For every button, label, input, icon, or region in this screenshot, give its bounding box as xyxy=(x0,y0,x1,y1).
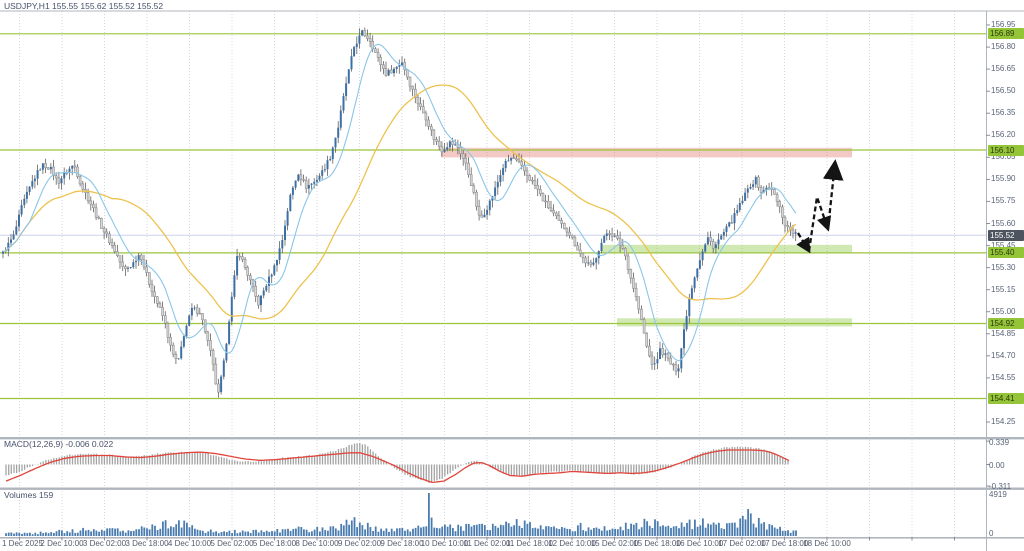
candles-layer xyxy=(2,27,797,398)
macd-histogram xyxy=(5,443,789,483)
forecast-arrow[interactable] xyxy=(796,159,844,254)
ma-slow-line[interactable] xyxy=(2,84,797,320)
pane-frame xyxy=(0,10,1024,551)
ma-fast-line[interactable] xyxy=(2,43,797,362)
level-lines-layer xyxy=(0,33,986,400)
volume-pane-splitter[interactable] xyxy=(0,487,1024,490)
macd-signal-line xyxy=(5,449,790,484)
support-zone[interactable] xyxy=(617,318,852,327)
time-axis-splitter xyxy=(0,537,1024,539)
macd-pane-splitter[interactable] xyxy=(0,437,1024,440)
volume-bars xyxy=(5,493,797,536)
price-zones-layer xyxy=(441,147,852,327)
resistance-zone[interactable] xyxy=(441,147,852,158)
support-zone[interactable] xyxy=(601,244,852,253)
grid-layer xyxy=(19,11,955,537)
